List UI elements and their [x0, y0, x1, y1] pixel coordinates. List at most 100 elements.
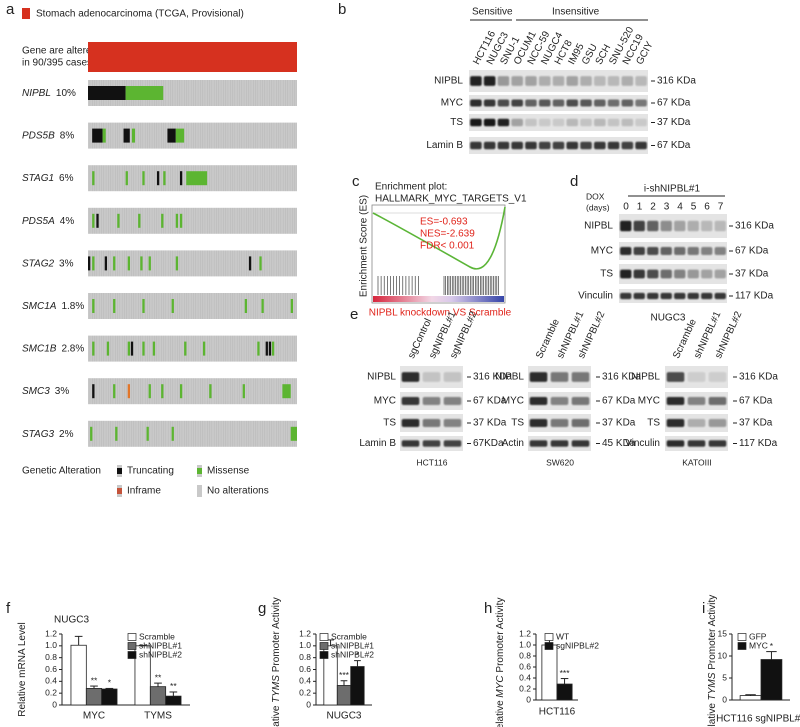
y-axis-label-part: Relative mRNA Level [17, 622, 28, 716]
alteration [152, 341, 156, 356]
size-label: 67 KDa [735, 246, 769, 257]
band [635, 76, 647, 86]
band [550, 397, 569, 405]
band [647, 220, 659, 232]
size-label: 316 KDa [473, 372, 512, 383]
group-label: Sensitive [472, 7, 513, 18]
band [511, 118, 523, 127]
band [621, 141, 634, 150]
y-axis-label-part: TYMS [271, 675, 282, 703]
band [529, 372, 548, 382]
alteration [115, 426, 118, 441]
y-tick-label: 1.0 [519, 639, 531, 649]
band [401, 440, 420, 447]
band [687, 440, 706, 447]
band [647, 269, 659, 279]
y-axis-label-part: TYMS [707, 672, 718, 700]
gene-percent: 8% [60, 130, 75, 141]
y-axis-label: Relative TYMS Promoter Activity [707, 595, 718, 727]
y-axis-label: Relative mRNA Level [17, 622, 28, 716]
alteration [125, 86, 164, 100]
band [580, 118, 592, 127]
row-label: NIPBL [367, 372, 396, 383]
panel-label: a [6, 1, 15, 18]
significance-label: *** [560, 668, 571, 678]
panel-label: i [702, 600, 705, 617]
band [401, 397, 420, 405]
band [497, 141, 510, 150]
band [422, 440, 441, 447]
caption: SW620 [546, 457, 574, 467]
error-bar [354, 660, 361, 667]
row-label: TS [450, 117, 463, 128]
alteration [131, 128, 136, 143]
alteration [96, 213, 99, 228]
legend-title: Genetic Alteration [22, 466, 101, 477]
y-tick-label: 0.4 [45, 676, 57, 686]
band [550, 440, 569, 447]
row-label: NIPBL [631, 372, 660, 383]
alteration [113, 256, 116, 271]
gene-name: STAG1 [22, 173, 54, 184]
gene-name: SMC3 [22, 386, 50, 397]
bar [760, 659, 783, 701]
row-label: Lamin B [426, 140, 463, 151]
band [525, 76, 537, 86]
size-label: 67KDa [473, 438, 504, 449]
alteration [90, 426, 93, 441]
band [552, 99, 565, 107]
size-label: 117 KDa [735, 291, 774, 302]
band [687, 269, 699, 279]
band [550, 372, 569, 382]
gene-percent: 1.8% [61, 301, 84, 312]
alteration [171, 426, 174, 441]
y-axis-label: Relative MYC Promoter Activity [495, 598, 506, 727]
legend-swatch [22, 8, 30, 19]
alteration [113, 299, 116, 313]
alteration [92, 256, 95, 271]
band [483, 76, 496, 86]
caption: NUGC3 [650, 313, 685, 324]
y-tick-label: 1.2 [519, 628, 531, 638]
gene-percent: 2.8% [61, 343, 84, 354]
alteration [92, 171, 95, 186]
band [666, 419, 685, 427]
band [635, 118, 647, 127]
lane-label: 2 [650, 202, 656, 213]
band [525, 118, 537, 127]
band [620, 247, 632, 255]
significance-label: * [108, 678, 112, 688]
band [497, 99, 510, 107]
lane-label: 6 [704, 202, 710, 213]
row-label: Vinculin [578, 291, 613, 302]
error-bar [90, 685, 98, 689]
size-label: 117 KDa [739, 438, 778, 449]
row-label: NIPBL [584, 221, 613, 232]
row-label: NIPBL [495, 372, 524, 383]
band [666, 397, 685, 405]
alteration [268, 341, 272, 356]
lane-label: 1 [637, 202, 643, 213]
band [701, 269, 713, 279]
alteration [92, 299, 95, 313]
y-tick-label: 5 [722, 672, 727, 682]
band [571, 419, 590, 427]
case-track [88, 335, 297, 362]
band [443, 440, 462, 447]
alteration [202, 341, 206, 356]
band [443, 372, 462, 382]
alteration [175, 128, 185, 143]
legend-label: shNIPBL#1 [139, 640, 182, 650]
band [529, 440, 548, 447]
alteration [142, 341, 145, 356]
band [687, 247, 699, 255]
alteration [127, 341, 131, 356]
bar [739, 695, 762, 701]
band [687, 292, 699, 300]
x-tick-label: NUGC3 [326, 711, 361, 722]
alteration [140, 256, 143, 271]
legend-swatch [319, 633, 329, 641]
band [571, 372, 590, 382]
band [525, 99, 537, 107]
band [714, 220, 726, 232]
